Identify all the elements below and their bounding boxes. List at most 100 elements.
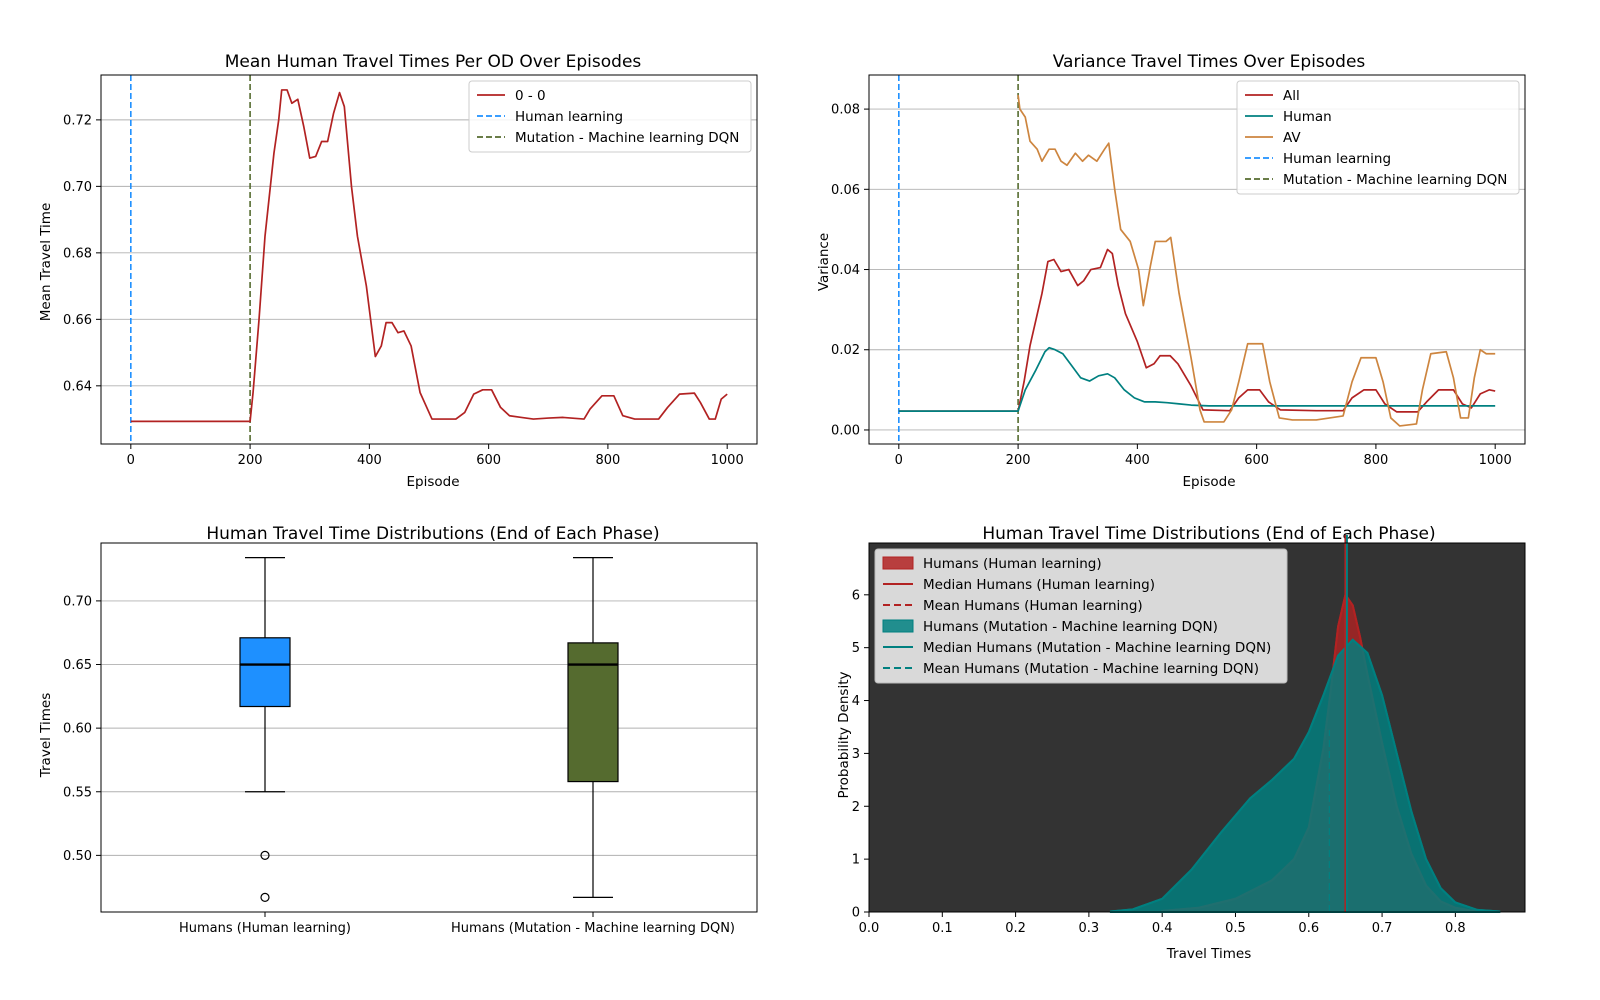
x-tick-label: 0 [895,453,903,468]
axis-ticks: 0 1 2 3 4 5 6 0.0 0.1 0.2 0.3 0.4 0.5 0.6 0.7 0.8 [852,588,1466,936]
x-tick-label: 0.8 [1445,921,1466,936]
legend-box [874,548,1288,684]
x-tick-label: 0.0 [859,921,880,936]
panel-variance-travel-times: Variance Travel Times Over Episodes Epis… [816,52,1526,490]
y-tick-label: 0.65 [63,658,92,673]
legend-swatch [882,556,914,570]
box-iqr [239,637,291,708]
legend-label: All [1283,88,1300,104]
legend: 0 - 0 Human learning Mutation - Machine le… [468,80,752,153]
x-tick-label: 600 [1244,453,1269,468]
axis-ticks: 0.50 0.55 0.60 0.65 0.70 Humans (Human learni… [63,594,735,936]
legend-label: Mutation - Machine learning DQN [1283,172,1507,188]
legend-label: Human [1283,109,1332,125]
y-tick-label: 5 [852,641,860,656]
y-tick-label: 0.64 [63,379,92,394]
y-tick-label: 0.60 [63,722,92,737]
panel-boxplot-distributions: Human Travel Time Distributions (End of … [38,524,758,936]
outlier-point [260,892,270,902]
y-tick-label: 0.66 [63,313,92,328]
legend-label: Humans (Human learning) [923,556,1102,572]
y-tick-label: 0.72 [63,113,92,128]
legend-label: Humans (Mutation - Machine learning DQN) [923,619,1218,635]
x-tick-label: Humans (Mutation - Machine learning DQN) [451,921,735,936]
y-tick-label: 0.70 [63,594,92,609]
x-axis-label: Episode [1182,474,1235,490]
chart-title: Mean Human Travel Times Per OD Over Epis… [225,52,642,72]
y-tick-label: 0.55 [63,785,92,800]
x-tick-label: 800 [595,453,620,468]
legend-box [1236,80,1520,195]
axes-frame [100,542,758,913]
y-tick-label: 0.50 [63,849,92,864]
y-tick-label: 0.02 [831,343,860,358]
gridlines [101,119,757,387]
y-tick-label: 3 [852,747,860,762]
x-tick-label: 0.3 [1079,921,1100,936]
legend-label: Median Humans (Mutation - Machine learni… [923,640,1271,656]
y-tick-label: 0.04 [831,263,860,278]
y-tick-label: 4 [852,694,860,709]
y-tick-label: 0.68 [63,246,92,261]
series-line [130,89,728,423]
y-tick-label: 2 [852,800,860,815]
x-tick-label: 200 [238,453,263,468]
series-line [898,248,1496,413]
x-tick-label: 1000 [1479,453,1512,468]
panel-density-distributions: Human Travel Time Distributions (End of … [836,524,1526,962]
x-tick-label: 400 [357,453,382,468]
x-tick-label: 200 [1006,453,1031,468]
axes-frame [100,74,758,445]
y-axis-label: Travel Times [38,693,54,779]
legend-label: Human learning [1283,151,1391,167]
chart-title: Variance Travel Times Over Episodes [1053,52,1366,72]
plot-area [898,75,1496,444]
y-tick-label: 0 [852,906,860,921]
y-tick-label: 1 [852,853,860,868]
axis-ticks: 0.64 0.66 0.68 0.70 0.72 0 200 400 600 800 1000 [63,113,744,468]
x-axis-label: Episode [406,474,459,490]
x-tick-label: 800 [1363,453,1388,468]
y-tick-label: 0.70 [63,180,92,195]
density-outline [1110,638,1500,913]
y-axis-label: Probability Density [836,672,852,799]
y-tick-label: 0.06 [831,183,860,198]
x-tick-label: 0 [127,453,135,468]
legend-swatch [882,619,914,633]
x-tick-label: 0.1 [932,921,953,936]
legend: Humans (Human learning) Median Humans (Hu… [874,548,1288,684]
axes-frame [868,542,1526,913]
legend-label: Mutation - Machine learning DQN [515,130,739,146]
x-tick-label: 0.5 [1225,921,1246,936]
chart-title: Human Travel Time Distributions (End of … [206,524,659,544]
outlier-point [260,850,270,860]
legend-label: Mean Humans (Human learning) [923,598,1143,614]
legend-label: Median Humans (Human learning) [923,577,1155,593]
y-tick-label: 0.08 [831,103,860,118]
axis-ticks: 0.00 0.02 0.04 0.06 0.08 0 200 400 600 800 1000 [831,103,1512,468]
series-line [898,346,1496,412]
axes-frame [868,74,1526,445]
x-tick-label: 600 [476,453,501,468]
legend-label: AV [1283,130,1301,146]
x-tick-label: 1000 [711,453,744,468]
x-tick-label: 0.6 [1298,921,1319,936]
x-tick-label: 0.4 [1152,921,1173,936]
plot-area [239,557,619,902]
legend: All Human AV Human learning Mutation - Machi… [1236,80,1520,195]
legend-box [468,80,752,153]
y-tick-label: 6 [852,588,860,603]
legend-label: Human learning [515,109,623,125]
x-tick-label: 400 [1125,453,1150,468]
y-axis-label: Mean Travel Time [38,203,54,322]
y-axis-label: Variance [816,233,832,291]
x-tick-label: 0.7 [1372,921,1393,936]
x-tick-label: Humans (Human learning) [179,921,351,936]
y-tick-label: 0.00 [831,423,860,438]
series-line [1017,94,1496,427]
x-tick-label: 0.2 [1005,921,1026,936]
box-iqr [567,642,619,783]
panel-mean-travel-times: Mean Human Travel Times Per OD Over Epis… [38,52,758,490]
chart-title: Human Travel Time Distributions (End of … [982,524,1435,544]
